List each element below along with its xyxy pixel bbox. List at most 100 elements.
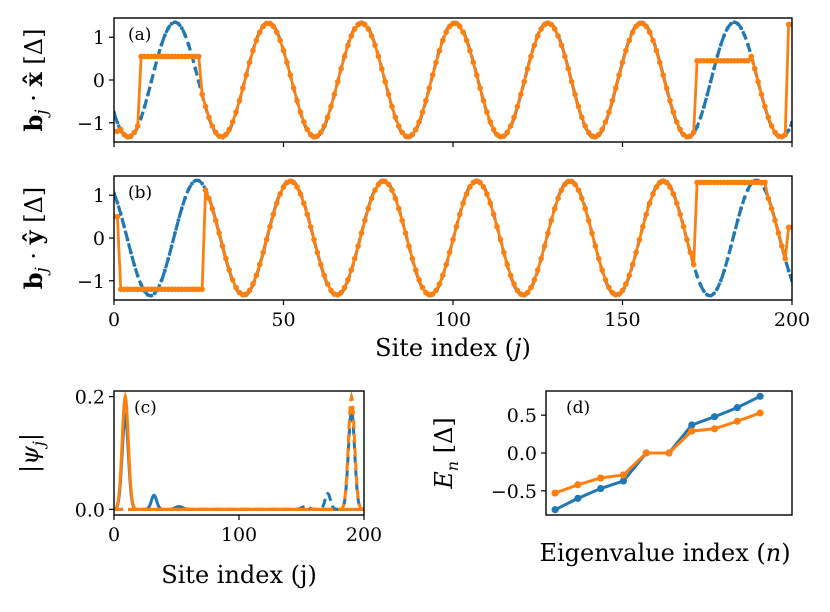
- panel-b-orange-point: [650, 191, 656, 197]
- panel-b-blue-point: [200, 181, 205, 186]
- panel-b-blue-point: [695, 273, 699, 278]
- panel-b-blue-point: [186, 187, 191, 192]
- panel-a-blue-point: [732, 20, 737, 25]
- panel-b-orange-point: [223, 255, 229, 262]
- panel-b-orange-point: [250, 281, 256, 287]
- panel-b-orange-point: [348, 267, 355, 273]
- panel-b-orange-point: [673, 200, 680, 207]
- panel-b-orange-point: [511, 281, 517, 287]
- panel-a-orange-point: [748, 53, 755, 60]
- panel-a-orange-point: [287, 72, 294, 78]
- panel-d-ylabel: En [Δ]: [430, 417, 462, 490]
- panel-b-orange-point: [606, 284, 612, 291]
- panel-b-orange-point: [690, 261, 697, 268]
- panel-b-orange-point: [572, 181, 578, 188]
- panel-b-blue-point: [146, 292, 150, 297]
- panel-b-orange-point: [589, 230, 595, 236]
- panel-b-orange-point: [636, 236, 643, 243]
- panel-b-orange-point: [460, 200, 466, 207]
- panel-b-orange-point: [443, 261, 450, 268]
- panel-b-ytick-label: 1: [93, 185, 105, 207]
- panel-b-orange-point: [595, 255, 602, 262]
- panel-b-orange-point: [646, 200, 653, 207]
- panel-b-orange-point: [687, 249, 694, 256]
- panel-b-blue-point: [196, 178, 201, 183]
- panel-a-orange-point: [419, 109, 426, 115]
- panel-b-orange-point: [633, 249, 639, 256]
- panel-a-blue-point: [176, 21, 181, 26]
- panel-a-blue-point: [179, 26, 184, 31]
- panel-a-orange-point: [751, 65, 758, 72]
- panel-a-orange-point: [195, 53, 202, 60]
- panel-a-orange-point: [548, 21, 555, 28]
- panel-b-orange-point: [304, 211, 311, 218]
- panel-a-orange-point: [348, 33, 355, 39]
- panel-a-orange-point: [582, 123, 589, 129]
- panel-b-orange-point: [199, 286, 205, 293]
- panel-b-orange-point: [253, 272, 260, 279]
- panel-b-orange-point: [487, 200, 494, 207]
- panel-b-orange-point: [328, 287, 334, 294]
- panel-b-orange-point: [260, 249, 266, 256]
- panel-a-orange-point: [501, 133, 507, 139]
- panel-b-blue-point: [190, 181, 194, 186]
- panel-a-orange-point: [528, 53, 534, 60]
- panel-b-orange-point: [351, 255, 358, 262]
- panel-d-orange-point: [688, 427, 696, 435]
- panel-b-orange-point: [233, 284, 239, 291]
- panel-a-orange-point: [518, 91, 524, 98]
- panel-b-orange-point: [321, 272, 327, 279]
- panel-a-series-blue-points: [114, 20, 792, 140]
- panel-a-blue-point: [746, 42, 750, 47]
- panel-a-blue-point: [169, 21, 174, 26]
- panel-a-orange-point: [331, 91, 338, 98]
- panel-d-series-orange-points: [551, 409, 764, 497]
- panel-b-orange-point: [280, 184, 287, 190]
- panel-b-orange-point: [392, 195, 399, 202]
- panel-a-orange-point: [670, 109, 677, 115]
- panel-b-orange-point: [399, 217, 405, 224]
- panel-a-orange-point: [223, 131, 229, 138]
- panel-b-xtick-label: 150: [604, 309, 640, 331]
- panel-a-orange-point: [379, 65, 385, 72]
- panel-b-blue-point: [193, 178, 198, 183]
- panel-a-orange-point: [117, 126, 124, 133]
- panel-b-orange-point: [267, 223, 273, 230]
- panel-b-blue-point: [183, 195, 188, 200]
- panel-b-orange-point: [114, 213, 121, 220]
- panel-b-orange-point: [680, 223, 687, 230]
- panel-b-orange-point: [246, 287, 253, 294]
- panel-b-orange-point: [501, 249, 507, 256]
- panel-a-orange-point: [602, 119, 609, 125]
- panel-b-plot-area: [114, 178, 792, 298]
- panel-a-orange-point: [562, 53, 568, 60]
- panel-a-orange-point: [290, 85, 297, 91]
- panel-c-series-blue-solid: [114, 411, 364, 511]
- panel-b-ylabel: bj · ŷ [Δ]: [19, 187, 52, 290]
- panel-a-orange-point: [273, 29, 280, 35]
- panel-b-orange-point: [545, 230, 551, 236]
- panel-b-orange-point: [229, 277, 236, 283]
- panel-a-orange-point: [321, 123, 327, 129]
- panel-b-orange-point: [528, 284, 534, 291]
- panel-b-orange-point: [216, 230, 222, 236]
- panel-b-xlabel: Site index (j): [375, 334, 531, 362]
- panel-b-orange-point: [558, 187, 565, 193]
- panel-a-orange-point: [745, 57, 751, 64]
- panel-d-blue-point: [619, 477, 628, 485]
- panel-b-orange-point: [538, 255, 544, 262]
- panel-b-blue-point: [786, 268, 791, 273]
- panel-b-orange-point: [667, 184, 673, 190]
- panel-a-orange-point: [609, 97, 616, 104]
- panel-a-orange-point: [236, 97, 243, 104]
- panel-a-orange-point: [134, 123, 141, 129]
- panel-a-orange-point: [663, 85, 670, 91]
- panel-b-orange-point: [368, 195, 375, 202]
- panel-a-blue-point: [115, 120, 120, 125]
- panel-d-label: (d): [566, 398, 590, 418]
- panel-a-orange-point: [365, 26, 372, 32]
- panel-a-orange-point: [487, 119, 494, 125]
- panel-d-orange-point: [665, 449, 673, 457]
- panel-b-ytick-label: 0: [93, 228, 105, 250]
